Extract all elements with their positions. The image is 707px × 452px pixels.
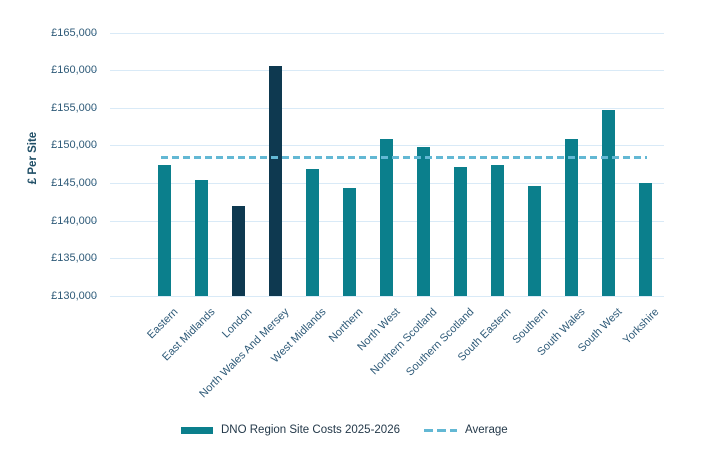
legend-average-label: Average [465, 424, 508, 436]
legend-item-average[interactable]: Average [424, 424, 508, 436]
y-axis-tick [92, 258, 97, 260]
y-axis-label: £160,000 [51, 64, 97, 77]
y-axis-tick [92, 107, 97, 109]
y-axis-tick [92, 183, 97, 185]
bar-south-wales[interactable] [565, 139, 578, 296]
bar-southern-scotland[interactable] [454, 166, 467, 296]
y-axis-label: £145,000 [51, 177, 97, 190]
bar-northern-scotland[interactable] [417, 146, 430, 296]
average-line [161, 156, 647, 160]
y-axis-title: £ Per Site [27, 131, 39, 185]
bar-north-wales-and-mersey[interactable] [269, 65, 282, 296]
gridline [110, 32, 664, 34]
gridline [110, 296, 664, 297]
y-axis-label: £140,000 [51, 214, 97, 227]
y-axis-label: £135,000 [51, 252, 97, 265]
series-swatch-icon [181, 426, 213, 434]
bar-south-west[interactable] [602, 110, 615, 296]
bar-london[interactable] [232, 206, 245, 296]
gridline [110, 107, 664, 109]
bar-west-midlands[interactable] [306, 168, 319, 296]
y-axis-label: £150,000 [51, 139, 97, 152]
y-axis-tick [92, 145, 97, 147]
y-axis-tick [92, 220, 97, 222]
bar-eastern[interactable] [158, 165, 171, 296]
y-axis-tick [92, 296, 97, 297]
y-axis-tick [92, 70, 97, 72]
bar-south-eastern[interactable] [491, 165, 504, 296]
y-axis-label: £130,000 [51, 290, 97, 302]
bar-southern[interactable] [528, 186, 541, 296]
gridline [110, 70, 664, 72]
bar-yorkshire[interactable] [639, 183, 652, 296]
y-axis-label: £165,000 [51, 26, 97, 39]
y-axis-tick [92, 32, 97, 34]
legend-item-series[interactable]: DNO Region Site Costs 2025-2026 [181, 424, 400, 436]
legend-series-label: DNO Region Site Costs 2025-2026 [221, 424, 400, 436]
bar-east-midlands[interactable] [195, 180, 208, 296]
legend: DNO Region Site Costs 2025-2026 Average [181, 424, 508, 436]
bar-northern[interactable] [343, 187, 356, 296]
y-axis-label: £155,000 [51, 101, 97, 114]
bar-north-west[interactable] [380, 138, 393, 296]
average-swatch-icon [424, 428, 457, 432]
